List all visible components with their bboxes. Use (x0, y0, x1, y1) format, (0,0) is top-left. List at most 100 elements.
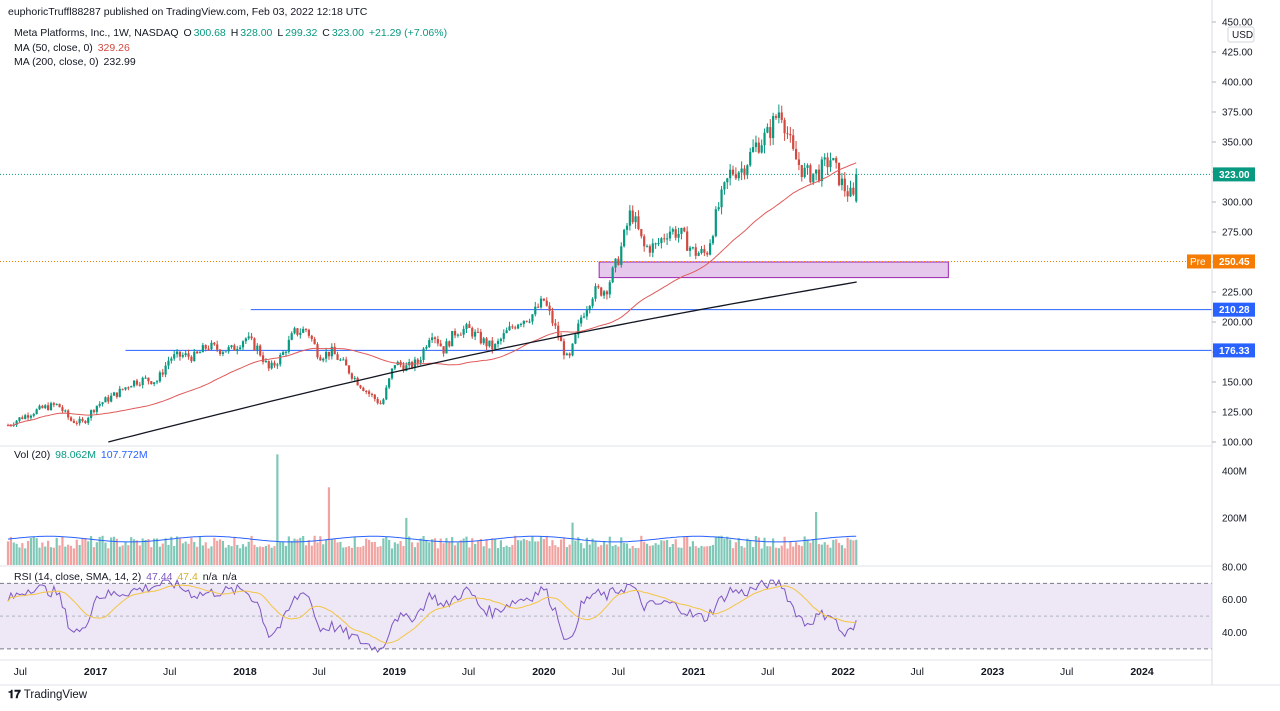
candle-body (310, 335, 313, 339)
volume-bar (161, 543, 164, 565)
candle-body (611, 267, 614, 283)
volume-bar (178, 538, 182, 565)
volume-bar (422, 535, 425, 565)
price-tick-label: 275.00 (1222, 228, 1253, 239)
pre-badge (1187, 254, 1211, 269)
rsi-ma-line (7, 584, 857, 644)
volume-bar (803, 536, 806, 565)
volume-bar (668, 547, 672, 565)
rsi-tick-label: 40.00 (1222, 628, 1247, 639)
volume-bar (204, 542, 207, 565)
candle-body (820, 159, 823, 182)
candle-body (270, 362, 273, 369)
candle-body (388, 378, 391, 388)
ma50-value: 329.26 (97, 42, 130, 54)
candle-body (720, 189, 723, 208)
candle-body (772, 116, 775, 139)
volume-bar (600, 545, 603, 565)
volume-bar (293, 538, 296, 565)
volume-bar (147, 539, 150, 565)
ma200-value: 232.99 (103, 56, 136, 68)
candle-body (107, 397, 110, 402)
volume-bar (559, 539, 563, 565)
candle-body (267, 360, 270, 369)
candle-body (273, 362, 276, 366)
volume-bar (35, 538, 38, 565)
symbol-legend[interactable]: Meta Platforms, Inc., 1W, NASDAQ O 300.68… (14, 27, 449, 39)
ma50-legend[interactable]: MA (50, close, 0) 329.26 (14, 42, 132, 54)
volume-bar (316, 542, 319, 565)
volume-bar (462, 538, 465, 565)
candle-body (539, 298, 543, 308)
candle-body (184, 353, 187, 356)
candle-body (502, 333, 505, 339)
candle-body (49, 403, 53, 410)
candle-body (723, 182, 726, 190)
candle-body (127, 387, 130, 389)
candle-body (115, 392, 118, 397)
volume-bar (651, 545, 654, 565)
candle-body (233, 345, 236, 351)
candle-body (161, 372, 164, 375)
price-tick-label: 450.00 (1222, 18, 1253, 29)
time-tick-label: Jul (761, 666, 774, 678)
price-tag-label: 176.33 (1219, 346, 1250, 357)
volume-legend[interactable]: Vol (20) 98.062M 107.772M (14, 449, 150, 461)
volume-bar (279, 541, 282, 565)
candle-body (141, 377, 144, 386)
volume-bar (545, 535, 548, 565)
candle-body (95, 405, 98, 412)
time-tick-label: 2019 (383, 666, 407, 678)
candle-body (737, 172, 740, 179)
volume-bar (319, 536, 322, 565)
volume-bar (370, 542, 374, 565)
rsi-tick-label: 80.00 (1222, 563, 1247, 574)
candle-body (597, 286, 600, 288)
volume-bar (774, 547, 778, 565)
candle-body (562, 341, 566, 356)
candle-body (809, 165, 812, 183)
candle-body (786, 133, 789, 135)
volume-bar (496, 548, 500, 565)
tradingview-logo[interactable]: 𝟏𝟕 TradingView (8, 689, 87, 702)
candle-body (431, 337, 434, 341)
volume-bar (385, 536, 388, 565)
candle-body (247, 336, 250, 339)
candle-body (542, 298, 545, 301)
candle-body (588, 306, 591, 311)
ma200-legend[interactable]: MA (200, close, 0) 232.99 (14, 56, 138, 68)
volume-bar (746, 538, 749, 565)
candle-body (382, 399, 385, 405)
volume-bar (657, 544, 660, 565)
volume-bar (393, 542, 396, 565)
candle-body (846, 191, 849, 197)
volume-bar (236, 544, 239, 565)
candle-body (666, 238, 669, 240)
volume-bar (794, 542, 798, 565)
volume-bar (230, 546, 233, 565)
price-tick-label: 350.00 (1222, 138, 1253, 149)
volume-bar (213, 537, 216, 565)
volume-bar (548, 546, 551, 565)
price-tag-label: 210.28 (1219, 305, 1250, 316)
ma200-label: MA (200, close, 0) (14, 56, 99, 68)
rsi-label: RSI (14, close, SMA, 14, 2) (14, 571, 142, 583)
volume-bar (373, 541, 376, 565)
volume-bar (330, 539, 333, 565)
candle-body (276, 364, 279, 366)
candle-body (41, 405, 44, 409)
candle-body (316, 344, 319, 358)
volume-bar (310, 545, 313, 565)
volume-bar (743, 547, 746, 565)
volume-bar (574, 540, 577, 565)
volume-bar (680, 547, 683, 565)
rsi-legend[interactable]: RSI (14, close, SMA, 14, 2) 47.44 47.4 n… (14, 571, 239, 583)
candle-body (61, 407, 64, 412)
candle-body (548, 305, 551, 311)
candle-body (465, 324, 468, 329)
volume-bar (382, 538, 385, 565)
candle-body (803, 167, 806, 178)
candle-body (496, 340, 500, 345)
volume-bar (104, 542, 107, 565)
